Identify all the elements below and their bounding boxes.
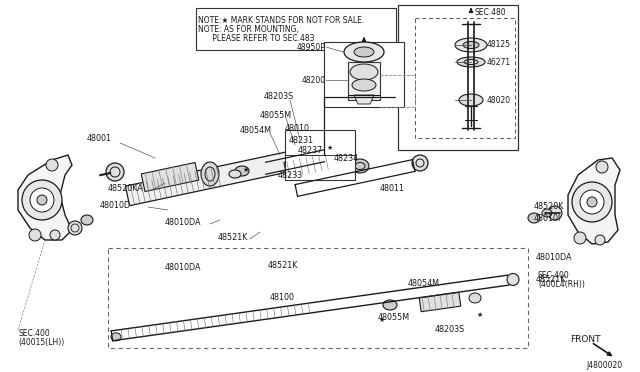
Text: 48010I: 48010I: [534, 214, 561, 222]
Text: 48054M: 48054M: [240, 125, 272, 135]
Text: ★: ★: [379, 317, 385, 323]
Text: J4800020: J4800020: [587, 360, 623, 369]
Text: 48010D: 48010D: [100, 201, 131, 209]
Bar: [348, 62, 380, 100]
Text: 46271: 46271: [487, 58, 511, 67]
Ellipse shape: [111, 333, 121, 341]
Bar: [324, 42, 404, 107]
Ellipse shape: [46, 159, 58, 171]
Ellipse shape: [548, 206, 562, 220]
Text: 48233: 48233: [278, 170, 303, 180]
Text: 48203S: 48203S: [264, 92, 294, 100]
Text: 48125: 48125: [487, 39, 511, 48]
Text: 48237: 48237: [298, 145, 323, 154]
Text: 48010DA: 48010DA: [165, 218, 202, 227]
Ellipse shape: [329, 155, 351, 171]
Text: 48010DA: 48010DA: [536, 253, 573, 263]
Ellipse shape: [469, 293, 481, 303]
Ellipse shape: [22, 180, 62, 220]
Polygon shape: [18, 155, 72, 240]
Polygon shape: [568, 158, 620, 244]
Ellipse shape: [595, 235, 605, 245]
Text: 48950P: 48950P: [297, 42, 326, 51]
Ellipse shape: [106, 163, 124, 181]
Ellipse shape: [320, 155, 336, 165]
Text: 48200: 48200: [302, 76, 326, 84]
Ellipse shape: [229, 170, 241, 178]
Ellipse shape: [574, 232, 586, 244]
Ellipse shape: [352, 79, 376, 91]
Text: 48203S: 48203S: [435, 326, 465, 334]
Text: 48010DA: 48010DA: [165, 263, 202, 273]
Bar: [196, 8, 396, 50]
Text: 48521K: 48521K: [268, 260, 298, 269]
Text: ★: ★: [327, 145, 333, 151]
Bar: [415, 18, 515, 138]
Text: NOTE:★ MARK STANDS FOR NOT FOR SALE.: NOTE:★ MARK STANDS FOR NOT FOR SALE.: [198, 16, 364, 25]
Ellipse shape: [30, 188, 54, 212]
Text: SEC.400: SEC.400: [538, 270, 570, 279]
Ellipse shape: [68, 221, 82, 235]
Ellipse shape: [459, 94, 483, 106]
Polygon shape: [419, 292, 461, 312]
Text: (40015(LH)): (40015(LH)): [18, 339, 64, 347]
Bar: [285, 130, 355, 180]
Polygon shape: [354, 95, 374, 104]
Text: 48010: 48010: [285, 124, 310, 132]
Ellipse shape: [587, 197, 597, 207]
Ellipse shape: [463, 42, 479, 48]
Ellipse shape: [457, 57, 485, 67]
Ellipse shape: [29, 229, 41, 241]
Ellipse shape: [344, 42, 384, 62]
Ellipse shape: [314, 150, 342, 170]
Ellipse shape: [572, 182, 612, 222]
Text: 48055M: 48055M: [378, 314, 410, 323]
Text: 48521K: 48521K: [218, 232, 248, 241]
Ellipse shape: [81, 215, 93, 225]
Text: SEC.480: SEC.480: [475, 8, 507, 17]
Text: 48001: 48001: [87, 134, 112, 142]
Text: 48011: 48011: [380, 183, 405, 192]
Text: 48020: 48020: [487, 96, 511, 105]
Text: PLEASE REFER TO SEC.483: PLEASE REFER TO SEC.483: [198, 34, 314, 43]
Ellipse shape: [528, 213, 540, 223]
Ellipse shape: [542, 209, 552, 217]
Text: 48100: 48100: [270, 294, 295, 302]
Text: NOTE: AS FOR MOUNTING,: NOTE: AS FOR MOUNTING,: [198, 25, 299, 34]
Text: 48054M: 48054M: [408, 279, 440, 288]
Polygon shape: [125, 138, 355, 206]
Text: 48521K: 48521K: [536, 276, 566, 285]
Ellipse shape: [507, 273, 519, 285]
Polygon shape: [141, 163, 199, 192]
Bar: [108, 248, 528, 348]
Text: 48234: 48234: [334, 154, 359, 163]
Ellipse shape: [350, 64, 378, 80]
Text: 48231: 48231: [289, 135, 314, 144]
Ellipse shape: [235, 166, 249, 176]
Text: ★: ★: [477, 312, 483, 318]
Text: 48520K: 48520K: [534, 202, 564, 211]
Text: FRONT: FRONT: [570, 334, 600, 343]
Ellipse shape: [50, 230, 60, 240]
Ellipse shape: [37, 195, 47, 205]
Text: 48520KA: 48520KA: [108, 183, 144, 192]
Ellipse shape: [580, 190, 604, 214]
Ellipse shape: [596, 161, 608, 173]
Text: (400L4(RH)): (400L4(RH)): [538, 279, 585, 289]
Polygon shape: [284, 152, 336, 178]
Ellipse shape: [455, 38, 487, 52]
Ellipse shape: [383, 300, 397, 310]
Text: 48055M: 48055M: [260, 110, 292, 119]
Text: ★: ★: [243, 167, 249, 173]
Ellipse shape: [351, 159, 369, 173]
Text: SEC.400: SEC.400: [18, 330, 50, 339]
Bar: [398, 5, 518, 150]
Ellipse shape: [354, 47, 374, 57]
Ellipse shape: [412, 155, 428, 171]
Ellipse shape: [201, 162, 219, 186]
